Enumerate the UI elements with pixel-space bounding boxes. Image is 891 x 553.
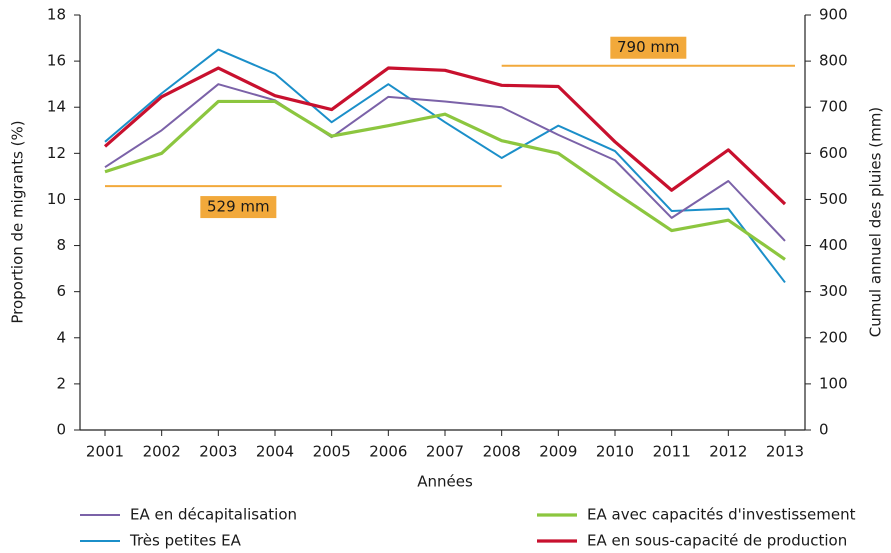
series-line [103, 66, 787, 206]
y2-axis-label: Cumul annuel des pluies (mm) [867, 107, 885, 337]
series-line [104, 99, 786, 261]
x-tick-label: 2012 [709, 443, 747, 461]
y2-tick-label: 900 [819, 6, 848, 24]
y2-tick-label: 800 [819, 52, 848, 70]
y2-tick-label: 0 [819, 421, 829, 439]
reference-label-box [610, 36, 687, 59]
x-tick-label: 2001 [86, 443, 124, 461]
y-tick-label: 4 [56, 328, 66, 346]
x-tick-label: 2006 [369, 443, 407, 461]
legend-label: EA avec capacités d'investissement [587, 506, 856, 524]
reference-label: 529 mm [207, 198, 270, 216]
y2-tick-label: 200 [819, 328, 848, 346]
legend-label: EA en décapitalisation [130, 506, 297, 524]
x-tick-label: 2002 [143, 443, 181, 461]
y2-tick-label: 700 [819, 98, 848, 116]
y2-tick-label: 100 [819, 374, 848, 392]
x-tick-label: 2010 [596, 443, 634, 461]
x-tick-label: 2007 [426, 443, 464, 461]
y-tick-label: 10 [47, 190, 66, 208]
series-line [104, 48, 786, 284]
y-tick-label: 12 [47, 144, 66, 162]
legend-label: Très petites EA [129, 532, 242, 550]
x-tick-label: 2003 [199, 443, 237, 461]
y2-tick-label: 600 [819, 144, 848, 162]
y-axis-label: Proportion de migrants (%) [9, 120, 27, 323]
y2-tick-label: 300 [819, 282, 848, 300]
x-tick-label: 2013 [766, 443, 804, 461]
y2-tick-label: 500 [819, 190, 848, 208]
x-tick-label: 2011 [653, 443, 691, 461]
x-tick-label: 2009 [539, 443, 577, 461]
y-tick-label: 18 [47, 6, 66, 24]
x-tick-label: 2008 [483, 443, 521, 461]
y-tick-label: 14 [47, 98, 66, 116]
y-tick-label: 2 [56, 374, 66, 392]
reference-label-box [200, 196, 277, 219]
y-tick-label: 8 [56, 236, 66, 254]
y-tick-label: 16 [47, 52, 66, 70]
x-tick-label: 2004 [256, 443, 294, 461]
y2-tick-label: 400 [819, 236, 848, 254]
reference-label: 790 mm [617, 38, 680, 56]
y-tick-label: 6 [56, 282, 66, 300]
series-line [104, 83, 786, 242]
x-tick-label: 2005 [313, 443, 351, 461]
legend-label: EA en sous-capacité de production [587, 532, 847, 550]
y-tick-label: 0 [56, 421, 66, 439]
x-axis-label: Années [417, 473, 473, 491]
